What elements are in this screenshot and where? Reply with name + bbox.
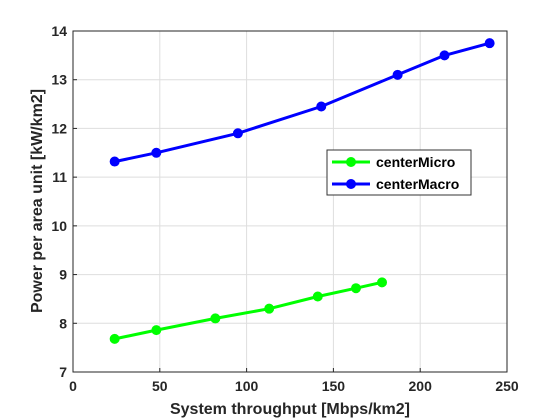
data-point-centerMicro [350,283,361,294]
y-tick-label: 7 [59,364,67,380]
data-point-centerMacro [151,147,162,158]
series-group [109,38,495,344]
data-point-centerMacro [316,101,327,112]
data-point-centerMicro [312,291,323,302]
data-point-centerMicro [151,325,162,336]
data-point-centerMicro [377,277,388,288]
x-tick-label: 250 [495,378,519,394]
legend: centerMicro centerMacro [326,149,472,196]
x-tick-label: 200 [409,378,433,394]
legend-entry-centerMacro: centerMacro [332,176,459,192]
axes [72,30,508,373]
data-point-centerMacro [232,128,243,139]
y-tick-label: 8 [59,315,67,331]
x-tick-label: 150 [322,378,346,394]
x-axis-label: System throughput [Mbps/km2] [170,401,410,418]
series-centerMacro [109,38,495,167]
legend-label-centerMacro: centerMacro [376,176,459,192]
y-tick-label: 11 [52,169,67,185]
x-tick-label: 50 [152,378,168,394]
y-tick-label: 10 [51,218,67,234]
tick-labels: 0 50 100 150 200 250 7 8 9 10 11 12 13 14 [51,23,518,394]
data-point-centerMacro [109,156,120,167]
plot-background [73,31,507,372]
data-point-centerMacro [392,69,403,80]
data-point-centerMicro [264,303,275,314]
x-tick-label: 100 [235,378,259,394]
legend-marker-centerMacro [346,179,356,189]
legend-entry-centerMicro: centerMicro [332,154,455,170]
data-point-centerMicro [210,313,221,324]
legend-marker-centerMicro [346,157,356,167]
y-tick-label: 9 [59,267,67,283]
y-tick-label: 13 [51,72,67,88]
y-axis-label: Power per area unit [kW/km2] [29,89,46,313]
y-tick-label: 12 [51,120,67,136]
legend-label-centerMicro: centerMicro [376,154,455,170]
data-point-centerMacro [439,50,450,61]
x-tick-label: 0 [69,378,77,394]
data-point-centerMicro [109,333,120,344]
series-centerMicro [109,277,388,344]
y-tick-label: 14 [51,23,67,39]
plot-frame [72,30,508,373]
data-point-centerMacro [484,38,495,49]
